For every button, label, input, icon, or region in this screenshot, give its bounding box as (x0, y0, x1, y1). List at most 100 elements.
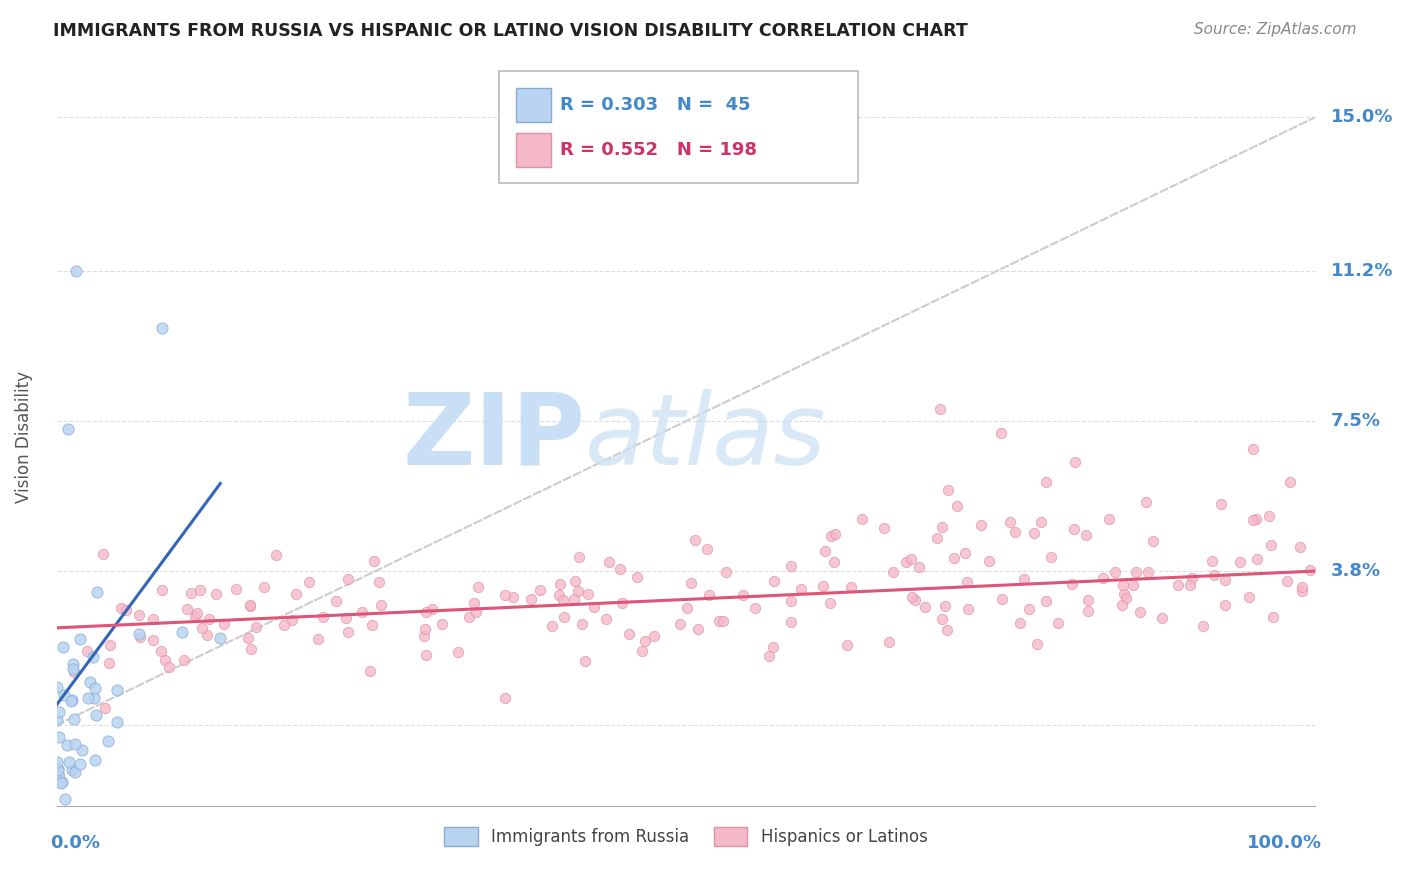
Point (548, 588, 571, 602)
Point (683, 533, 706, 548)
Point (48, 730, 70, 744)
Point (1122, 577, 1144, 591)
Point (337, 625, 360, 640)
Point (977, 554, 1000, 568)
Point (956, 575, 979, 590)
Point (839, 580, 862, 594)
Point (711, 614, 734, 628)
Point (79, 675, 101, 690)
Point (65, 264, 87, 278)
Point (943, 551, 966, 566)
Point (553, 592, 575, 607)
Point (1258, 509, 1281, 524)
Point (1092, 571, 1115, 585)
Text: 15.0%: 15.0% (1330, 108, 1393, 126)
Point (1288, 540, 1310, 554)
Point (1204, 568, 1226, 582)
Point (1029, 515, 1052, 529)
Point (236, 632, 259, 646)
Point (363, 554, 385, 568)
Point (209, 631, 232, 645)
Point (1213, 573, 1236, 587)
Point (1125, 565, 1147, 579)
Point (465, 605, 488, 619)
Y-axis label: Vision Disability: Vision Disability (15, 371, 32, 503)
Point (46, 762, 69, 776)
Point (576, 587, 599, 601)
Point (205, 587, 228, 601)
Point (198, 612, 221, 626)
Point (1077, 593, 1099, 607)
Point (191, 621, 214, 635)
Text: 100.0%: 100.0% (1247, 834, 1322, 852)
Point (714, 565, 737, 579)
Point (62, 657, 84, 671)
Point (1167, 578, 1189, 592)
Point (325, 593, 347, 607)
Point (264, 549, 287, 563)
Legend: Immigrants from Russia, Hispanics or Latinos: Immigrants from Russia, Hispanics or Lat… (437, 821, 935, 853)
Point (520, 591, 543, 606)
Point (63, 738, 86, 752)
Point (56, 738, 79, 752)
Point (669, 616, 692, 631)
Point (63, 712, 86, 726)
Point (142, 632, 165, 647)
Point (598, 555, 620, 569)
Point (458, 609, 481, 624)
Point (172, 625, 194, 640)
Point (1241, 442, 1264, 457)
Point (1201, 554, 1223, 568)
Point (609, 562, 631, 576)
Point (731, 588, 754, 602)
Point (63, 665, 86, 680)
Point (53, 688, 76, 702)
Point (1004, 524, 1026, 539)
Point (1142, 534, 1164, 549)
Point (83, 691, 105, 706)
Point (1047, 616, 1070, 631)
Point (571, 617, 593, 632)
Point (818, 597, 841, 611)
Point (413, 629, 436, 643)
Point (634, 633, 657, 648)
Point (281, 613, 304, 627)
Point (82, 649, 104, 664)
Point (1062, 576, 1084, 591)
Point (873, 521, 896, 535)
Point (567, 584, 589, 599)
Point (762, 640, 785, 655)
Point (98, 638, 121, 652)
Point (851, 511, 873, 525)
Point (1291, 584, 1313, 599)
Point (763, 574, 786, 589)
Point (929, 401, 952, 416)
Point (128, 626, 150, 640)
Point (84, 681, 107, 696)
Text: 7.5%: 7.5% (1330, 412, 1381, 430)
Point (1279, 475, 1302, 489)
Point (91, 547, 114, 561)
Point (1191, 619, 1213, 633)
Point (129, 630, 152, 644)
Point (1239, 590, 1261, 604)
Point (744, 600, 766, 615)
Point (1129, 605, 1152, 619)
Point (150, 644, 173, 658)
Point (936, 623, 959, 637)
Point (1064, 455, 1087, 469)
Point (110, 600, 132, 615)
Point (1152, 610, 1174, 624)
Point (574, 653, 596, 667)
Point (811, 579, 834, 593)
Point (1040, 549, 1063, 564)
Point (253, 580, 276, 594)
Point (564, 574, 586, 588)
Point (105, 682, 128, 697)
Point (900, 590, 922, 604)
Text: R = 0.303   N =  45: R = 0.303 N = 45 (560, 96, 751, 114)
Point (709, 614, 731, 628)
Point (681, 576, 703, 591)
Point (900, 552, 922, 566)
Point (1137, 565, 1160, 579)
